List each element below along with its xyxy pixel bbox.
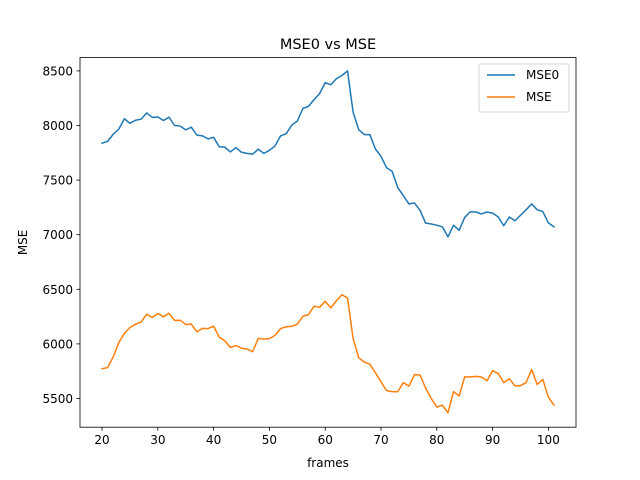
x-tick-label: 50	[262, 433, 277, 447]
y-tick-label: 7000	[42, 228, 73, 242]
plot-frame	[79, 57, 577, 428]
series-layer	[101, 70, 556, 414]
x-axis-label: frames	[307, 456, 349, 470]
y-tick-label: 8000	[42, 119, 73, 133]
series-line-mse	[101, 294, 556, 414]
y-tick-label: 7500	[42, 174, 73, 188]
chart-title: MSE0 vs MSE	[280, 37, 376, 53]
y-tick-label: 8500	[42, 64, 73, 78]
x-tick-label: 70	[373, 433, 388, 447]
y-axis-label: MSE	[16, 230, 30, 256]
y-tick-label: 5500	[42, 392, 73, 406]
legend-label-mse: MSE	[526, 90, 552, 104]
x-tick-label: 60	[318, 433, 333, 447]
legend: MSE0 MSE	[478, 63, 570, 113]
x-tick-label: 90	[485, 433, 500, 447]
y-tick-label: 6000	[42, 337, 73, 351]
x-tick-label: 30	[150, 433, 165, 447]
x-tick-label: 100	[537, 433, 560, 447]
series-line-mse0	[101, 70, 556, 238]
x-tick-label: 40	[206, 433, 221, 447]
x-tick-label: 20	[94, 433, 109, 447]
y-axis-ticks: 5500 6000 6500 7000 7500 8000 8500	[42, 64, 80, 406]
x-axis-ticks: 20 30 40 50 60 70 80 90 100	[94, 427, 560, 447]
legend-label-mse0: MSE0	[526, 68, 559, 82]
legend-frame	[478, 63, 570, 113]
x-tick-label: 80	[429, 433, 444, 447]
y-tick-label: 6500	[42, 283, 73, 297]
